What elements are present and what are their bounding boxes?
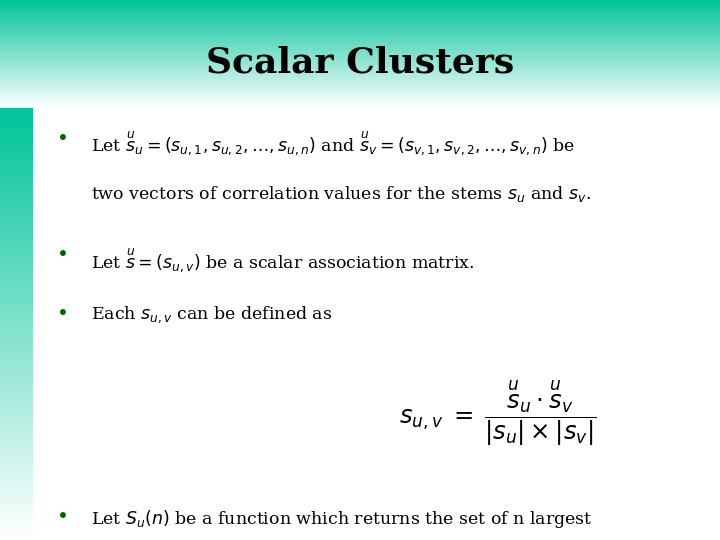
Text: •: • [57,130,69,148]
Text: Let $S_u(n)$ be a function which returns the set of n largest: Let $S_u(n)$ be a function which returns… [91,508,592,530]
Text: Let $\overset{u}{s}_u = (s_{u,1}, s_{u,2}, \ldots, s_{u,n})$ and $\overset{u}{s}: Let $\overset{u}{s}_u = (s_{u,1}, s_{u,2… [91,130,575,158]
Text: •: • [57,246,69,265]
Text: Let $\overset{u}{s} = (s_{u,v})$ be a scalar association matrix.: Let $\overset{u}{s} = (s_{u,v})$ be a sc… [91,246,474,274]
Text: $s_{u,v}\; =\; \dfrac{\overset{u}{s}_u \cdot \overset{u}{s}_v}{|s_u| \times |s_v: $s_{u,v}\; =\; \dfrac{\overset{u}{s}_u \… [399,378,596,448]
Text: Each $s_{u,v}$ can be defined as: Each $s_{u,v}$ can be defined as [91,305,332,325]
Text: •: • [57,508,69,526]
Text: Scalar Clusters: Scalar Clusters [206,46,514,79]
Text: •: • [57,305,69,323]
Text: two vectors of correlation values for the stems $s_u$ and $s_v$.: two vectors of correlation values for th… [91,184,590,204]
